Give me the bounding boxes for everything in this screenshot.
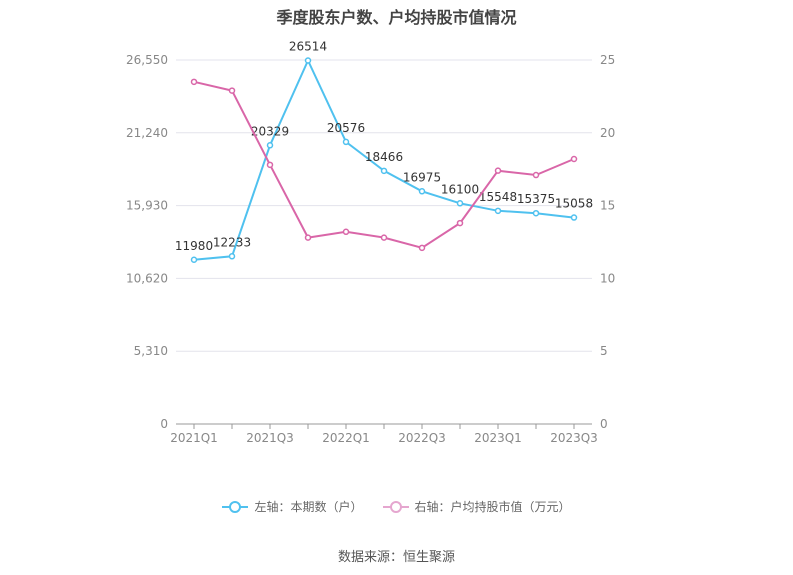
x-axis-tick-label: 2023Q3	[550, 431, 598, 445]
data-label: 18466	[365, 150, 403, 164]
data-point-avg-holding-value	[342, 228, 350, 236]
x-axis-tick-label: 2022Q3	[398, 431, 446, 445]
left-axis-tick-label: 0	[160, 417, 168, 431]
right-axis-tick-label: 5	[600, 344, 608, 358]
data-label: 12233	[213, 235, 251, 249]
data-point-avg-holding-value	[266, 161, 274, 169]
x-axis-tick-label: 2021Q1	[170, 431, 218, 445]
data-source: 数据来源：恒生聚源	[337, 550, 455, 565]
data-point-shareholders	[342, 138, 350, 146]
legend-swatch-right-icon	[382, 500, 409, 514]
legend-label-right: 右轴：户均持股市值（万元）	[414, 500, 571, 514]
data-label: 15548	[479, 190, 517, 204]
data-point-avg-holding-value	[494, 167, 502, 174]
x-axis-tick-label: 2023Q1	[474, 431, 522, 445]
legend-item-left-series[interactable]: 左轴：本期数（户）	[222, 498, 363, 515]
data-point-shareholders	[456, 200, 464, 207]
data-point-avg-holding-value	[190, 78, 198, 86]
data-label: 11980	[175, 239, 213, 253]
data-point-shareholders	[304, 57, 312, 64]
data-point-avg-holding-value	[418, 244, 426, 252]
left-axis-tick-label: 10,620	[126, 271, 168, 285]
left-axis-tick-label: 21,240	[126, 126, 168, 140]
series-line-avg-holding-value	[193, 80, 575, 249]
data-point-shareholders	[494, 207, 502, 215]
data-point-avg-holding-value	[228, 87, 236, 94]
data-label: 26514	[289, 39, 327, 53]
chart-title: 季度股东户数、户均持股市值情况	[276, 8, 517, 27]
data-point-shareholders	[570, 214, 578, 221]
data-point-shareholders	[380, 167, 388, 175]
data-label: 16100	[441, 182, 479, 196]
data-point-avg-holding-value	[570, 155, 578, 163]
chart-legend: 左轴：本期数（户） 右轴：户均持股市值（万元）	[0, 498, 793, 515]
legend-item-right-series[interactable]: 右轴：户均持股市值（万元）	[382, 498, 571, 515]
data-point-shareholders	[418, 188, 426, 195]
data-point-shareholders	[532, 209, 540, 217]
data-label: 20576	[327, 121, 365, 135]
data-label: 15058	[555, 197, 593, 211]
data-label: 15375	[517, 192, 555, 206]
right-axis-tick-label: 0	[600, 417, 608, 431]
x-axis-tick-label: 2021Q3	[246, 431, 294, 445]
data-point-avg-holding-value	[532, 171, 540, 179]
legend-label-left: 左轴：本期数（户）	[254, 500, 363, 514]
right-axis-tick-label: 20	[600, 126, 615, 140]
data-point-shareholders	[266, 142, 274, 149]
left-axis-tick-label: 15,930	[126, 199, 168, 213]
right-axis-tick-label: 15	[600, 199, 615, 213]
data-label: 16975	[403, 170, 441, 184]
left-axis-tick-label: 5,310	[134, 344, 168, 358]
data-point-avg-holding-value	[456, 219, 464, 227]
data-label: 20329	[251, 124, 289, 138]
data-point-shareholders	[190, 256, 198, 264]
legend-swatch-left-icon	[222, 500, 249, 514]
left-axis-tick-label: 26,550	[126, 53, 168, 67]
data-point-avg-holding-value	[304, 234, 312, 241]
data-point-shareholders	[228, 253, 236, 260]
data-point-avg-holding-value	[380, 234, 388, 241]
right-axis-tick-label: 25	[600, 53, 615, 67]
right-axis-tick-label: 10	[600, 271, 615, 285]
x-axis-tick-label: 2022Q1	[322, 431, 370, 445]
